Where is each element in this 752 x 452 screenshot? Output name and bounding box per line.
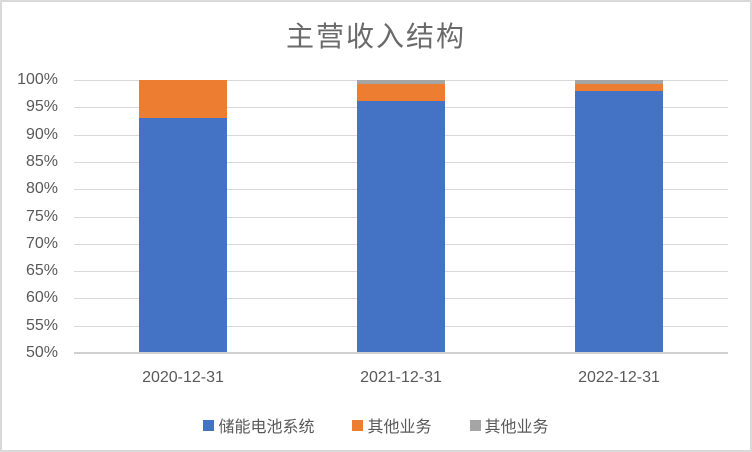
y-tick-label: 100% [17, 71, 58, 88]
legend-label: 储能电池系统 [218, 419, 315, 436]
y-tick-label: 55% [25, 316, 58, 334]
bar-segment[interactable] [139, 80, 227, 119]
y-tick-label: 95% [25, 98, 58, 116]
y-tick-label: 70% [25, 234, 58, 252]
y-tick-label: 60% [25, 289, 58, 307]
x-tick-label: 2020-12-31 [142, 369, 224, 386]
y-tick-label: 80% [25, 180, 58, 198]
bar-segment[interactable] [357, 80, 445, 85]
y-tick-label: 50% [25, 344, 58, 361]
legend-swatch [352, 419, 364, 431]
legend-item[interactable]: 其他业务 [469, 413, 549, 437]
legend-label: 其他业务 [367, 419, 432, 436]
legend-item[interactable]: 储能电池系统 [203, 413, 314, 437]
legend: 储能电池系统 其他业务 其他业务 [2, 413, 750, 437]
legend-item[interactable]: 其他业务 [352, 413, 432, 437]
y-tick-label: 90% [25, 125, 58, 143]
legend-swatch [203, 419, 215, 431]
chart-title: 主营收入结构 [285, 21, 466, 52]
x-tick-label: 2021-12-31 [360, 369, 442, 386]
bar-segment[interactable] [357, 84, 445, 101]
plot-area [74, 80, 728, 354]
y-tick-label: 85% [25, 152, 58, 170]
bar-segment[interactable] [575, 80, 663, 84]
y-tick-label: 75% [25, 207, 58, 225]
bar-segment[interactable] [575, 83, 663, 91]
legend-swatch [469, 419, 481, 431]
legend-label: 其他业务 [484, 419, 549, 436]
bar-segment[interactable] [357, 100, 445, 353]
x-axis-line [74, 352, 728, 354]
bar-segment[interactable] [139, 118, 227, 353]
x-tick-label: 2022-12-31 [578, 369, 660, 386]
y-tick-label: 65% [25, 262, 58, 280]
bar-segment[interactable] [575, 90, 663, 353]
y-axis: 100% 95% 90% 85% 80% 75% 70% 65% 60% 55% 50% [2, 2, 58, 450]
